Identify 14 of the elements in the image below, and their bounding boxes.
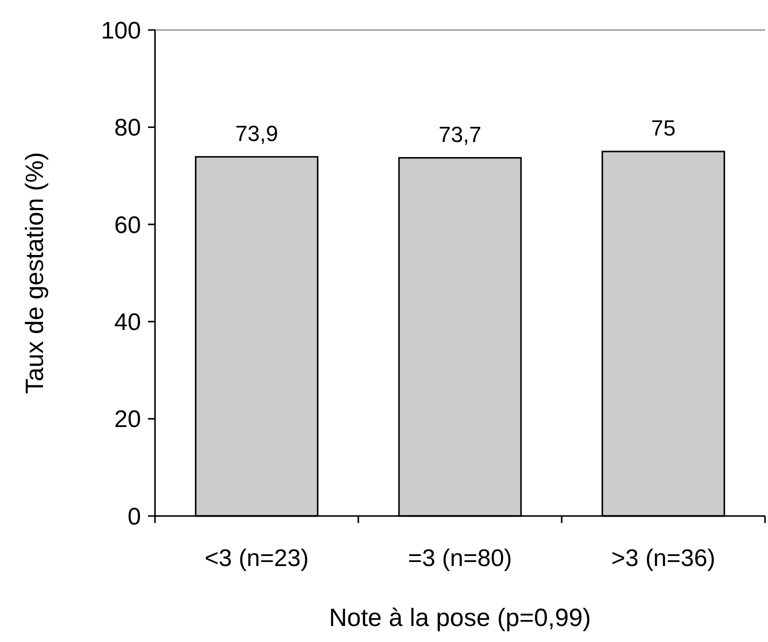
y-tick-label: 100 [100,17,141,44]
data-label: 75 [651,116,676,140]
y-tick-label: 80 [114,114,141,142]
y-tick-label: 0 [128,503,141,530]
y-axis-title: Taux de gestation (%) [21,152,49,394]
x-tick-label: =3 (n=80) [408,545,512,572]
x-tick-label: <3 (n=23) [204,545,309,572]
y-tick-label: 40 [114,309,141,336]
y-tick-label: 20 [114,406,141,434]
data-label: 73,7 [438,122,482,147]
x-axis-title: Note à la pose (p=0,99) [329,604,591,632]
y-tick-label: 60 [114,212,141,239]
data-label: 73,9 [235,120,278,146]
x-tick-label: >3 (n=36) [611,545,716,572]
